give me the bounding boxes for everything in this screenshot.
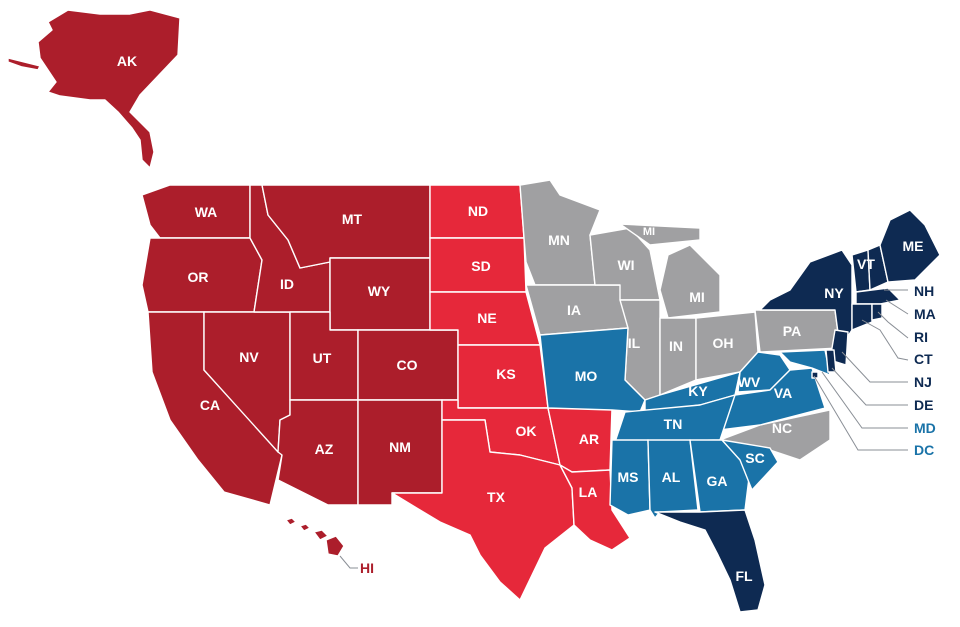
state-ct[interactable] [851, 303, 873, 331]
state-ri[interactable] [871, 303, 883, 321]
label-la: LA [579, 484, 598, 500]
callout-md: MD [914, 420, 936, 436]
callout-nj: NJ [914, 374, 932, 390]
label-mi-up: MI [643, 226, 655, 238]
label-tn: TN [664, 416, 683, 432]
state-tn[interactable] [614, 394, 736, 443]
label-in: IN [669, 338, 683, 354]
label-ga: GA [707, 473, 728, 489]
state-mi[interactable] [659, 244, 721, 319]
label-al: AL [662, 469, 681, 485]
label-nd: ND [468, 203, 488, 219]
callout-hi: HI [360, 560, 374, 576]
label-vt: VT [857, 256, 875, 272]
label-or: OR [188, 269, 209, 285]
state-me[interactable] [879, 209, 941, 283]
callout-de: DE [914, 397, 933, 413]
label-sd: SD [471, 258, 490, 274]
label-mt: MT [342, 211, 363, 227]
label-wv: WV [738, 374, 761, 390]
label-wa: WA [195, 204, 218, 220]
state-fl[interactable] [654, 509, 766, 613]
state-de[interactable] [825, 349, 837, 373]
label-ar: AR [579, 431, 599, 447]
state-sc[interactable] [721, 439, 779, 491]
callout-dc: DC [914, 442, 934, 458]
label-oh: OH [713, 335, 734, 351]
label-co: CO [397, 357, 418, 373]
state-mi-up[interactable] [619, 223, 701, 246]
callout-ri: RI [914, 329, 928, 345]
state-hi[interactable] [285, 517, 345, 557]
state-mo[interactable] [539, 327, 646, 413]
label-ut: UT [313, 350, 332, 366]
label-ny: NY [824, 285, 844, 301]
state-tx[interactable] [391, 419, 575, 601]
state-dc[interactable] [811, 371, 819, 379]
label-nm: NM [389, 439, 411, 455]
callout-ma: MA [914, 306, 936, 322]
state-ga[interactable] [689, 439, 751, 513]
callout-labels: NH MA RI CT NJ DE MD DC HI [360, 283, 936, 576]
label-ak: AK [117, 53, 137, 69]
label-mn: MN [548, 232, 570, 248]
label-id: ID [280, 276, 294, 292]
label-az: AZ [315, 441, 334, 457]
label-sc: SC [745, 450, 764, 466]
callout-ct: CT [914, 351, 933, 367]
label-wy: WY [368, 283, 391, 299]
label-il: IL [628, 335, 641, 351]
label-va: VA [774, 385, 792, 401]
label-ne: NE [477, 310, 496, 326]
label-mo: MO [575, 368, 598, 384]
label-tx: TX [487, 489, 506, 505]
state-ms[interactable] [609, 439, 651, 516]
label-ia: IA [567, 302, 581, 318]
label-nv: NV [239, 349, 259, 365]
label-ms: MS [618, 469, 639, 485]
label-nc: NC [772, 420, 792, 436]
label-ca: CA [200, 397, 220, 413]
state-ak-islands [7, 57, 41, 71]
callout-nh: NH [914, 283, 934, 299]
label-ky: KY [688, 383, 708, 399]
label-me: ME [903, 238, 924, 254]
label-mi: MI [689, 289, 705, 305]
label-ok: OK [516, 423, 537, 439]
label-wi: WI [617, 257, 634, 273]
state-ny[interactable] [759, 249, 853, 349]
label-pa: PA [783, 323, 801, 339]
state-ak[interactable] [37, 9, 181, 169]
state-md[interactable] [779, 349, 831, 376]
state-labels: AK WA OR CA NV ID MT WY UT CO AZ NM ND S… [117, 53, 924, 584]
callout-leader-lines [339, 289, 909, 569]
label-fl: FL [735, 568, 753, 584]
label-ks: KS [496, 366, 515, 382]
state-la[interactable] [559, 464, 631, 551]
